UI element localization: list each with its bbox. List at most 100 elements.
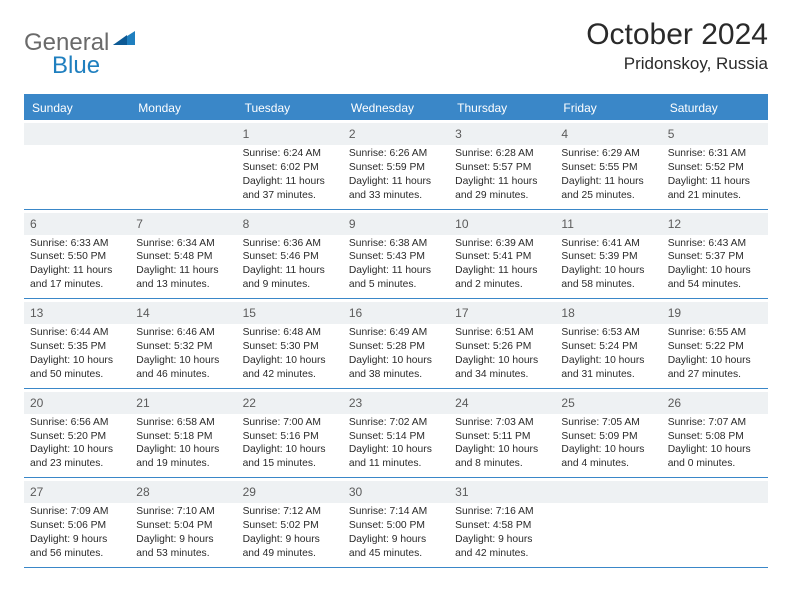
day-cell: 15 Sunrise: 6:48 AMSunset: 5:30 PMDayligh… xyxy=(237,299,343,388)
sunset-text: Sunset: 5:37 PM xyxy=(668,250,762,264)
daylight-text: Daylight: 10 hours and 31 minutes. xyxy=(561,354,655,382)
sunset-text: Sunset: 5:24 PM xyxy=(561,340,655,354)
day-details: Sunrise: 6:56 AMSunset: 5:20 PMDaylight:… xyxy=(30,416,124,472)
day-cell: 23Sunrise: 7:02 AMSunset: 5:14 PMDayligh… xyxy=(343,389,449,478)
day-number-row: 27 xyxy=(24,481,130,503)
week-row: ..1Sunrise: 6:24 AMSunset: 6:02 PMDaylig… xyxy=(24,120,768,210)
day-number: 29 xyxy=(243,485,256,499)
day-details: Sunrise: 6:33 AMSunset: 5:50 PMDaylight:… xyxy=(30,237,124,293)
dow-cell: Tuesday xyxy=(237,96,343,120)
day-details: Sunrise: 6:43 AMSunset: 5:37 PMDaylight:… xyxy=(668,237,762,293)
daylight-text: Daylight: 10 hours and 54 minutes. xyxy=(668,264,762,292)
daylight-text: Daylight: 11 hours and 5 minutes. xyxy=(349,264,443,292)
day-number: 8 xyxy=(243,217,250,231)
week-row: 13Sunrise: 6:44 AMSunset: 5:35 PMDayligh… xyxy=(24,299,768,389)
sunset-text: Sunset: 4:58 PM xyxy=(455,519,549,533)
day-details: Sunrise: 7:02 AMSunset: 5:14 PMDaylight:… xyxy=(349,416,443,472)
sunrise-text: Sunrise: 6:43 AM xyxy=(668,237,762,251)
day-number-row: 18 xyxy=(555,302,661,324)
day-number-row: 28 xyxy=(130,481,236,503)
sunrise-text: Sunrise: 7:14 AM xyxy=(349,505,443,519)
sunset-text: Sunset: 5:02 PM xyxy=(243,519,337,533)
sunrise-text: Sunrise: 6:33 AM xyxy=(30,237,124,251)
daylight-text: Daylight: 10 hours and 15 minutes. xyxy=(243,443,337,471)
day-cell: . xyxy=(662,478,768,567)
daylight-text: Daylight: 11 hours and 2 minutes. xyxy=(455,264,549,292)
day-details: Sunrise: 7:07 AMSunset: 5:08 PMDaylight:… xyxy=(668,416,762,472)
day-details: Sunrise: 6:39 AMSunset: 5:41 PMDaylight:… xyxy=(455,237,549,293)
daylight-text: Daylight: 10 hours and 50 minutes. xyxy=(30,354,124,382)
month-title: October 2024 xyxy=(586,18,768,52)
day-details: Sunrise: 6:44 AMSunset: 5:35 PMDaylight:… xyxy=(30,326,124,382)
day-cell: 4Sunrise: 6:29 AMSunset: 5:55 PMDaylight… xyxy=(555,120,661,209)
day-cell: 16Sunrise: 6:49 AMSunset: 5:28 PMDayligh… xyxy=(343,299,449,388)
sunrise-text: Sunrise: 7:02 AM xyxy=(349,416,443,430)
logo-triangle-icon xyxy=(113,24,135,52)
daylight-text: Daylight: 11 hours and 13 minutes. xyxy=(136,264,230,292)
sunset-text: Sunset: 6:02 PM xyxy=(243,161,337,175)
sunrise-text: Sunrise: 6:56 AM xyxy=(30,416,124,430)
day-number-row: 25 xyxy=(555,392,661,414)
sunset-text: Sunset: 5:55 PM xyxy=(561,161,655,175)
sunset-text: Sunset: 5:20 PM xyxy=(30,430,124,444)
sunrise-text: Sunrise: 6:48 AM xyxy=(243,326,337,340)
sunrise-text: Sunrise: 7:07 AM xyxy=(668,416,762,430)
day-details: Sunrise: 6:28 AMSunset: 5:57 PMDaylight:… xyxy=(455,147,549,203)
day-number: 25 xyxy=(561,396,574,410)
day-cell: 29Sunrise: 7:12 AMSunset: 5:02 PMDayligh… xyxy=(237,478,343,567)
sunrise-text: Sunrise: 6:38 AM xyxy=(349,237,443,251)
day-details: Sunrise: 7:14 AMSunset: 5:00 PMDaylight:… xyxy=(349,505,443,561)
day-number-row: 13 xyxy=(24,302,130,324)
day-number-row: . xyxy=(662,481,768,503)
day-details: Sunrise: 7:16 AMSunset: 4:58 PMDaylight:… xyxy=(455,505,549,561)
day-number-row: 22 xyxy=(237,392,343,414)
daylight-text: Daylight: 10 hours and 11 minutes. xyxy=(349,443,443,471)
daylight-text: Daylight: 9 hours and 56 minutes. xyxy=(30,533,124,561)
sunrise-text: Sunrise: 7:12 AM xyxy=(243,505,337,519)
week-row: 6Sunrise: 6:33 AMSunset: 5:50 PMDaylight… xyxy=(24,210,768,300)
sunset-text: Sunset: 5:22 PM xyxy=(668,340,762,354)
day-number: 10 xyxy=(455,217,468,231)
sunrise-text: Sunrise: 6:51 AM xyxy=(455,326,549,340)
sunrise-text: Sunrise: 6:24 AM xyxy=(243,147,337,161)
daylight-text: Daylight: 10 hours and 46 minutes. xyxy=(136,354,230,382)
day-number: 7 xyxy=(136,217,143,231)
day-number-row: 2 xyxy=(343,123,449,145)
sunrise-text: Sunrise: 6:39 AM xyxy=(455,237,549,251)
day-details: Sunrise: 6:31 AMSunset: 5:52 PMDaylight:… xyxy=(668,147,762,203)
day-number-row: 23 xyxy=(343,392,449,414)
day-cell: 10 Sunrise: 6:39 AMSunset: 5:41 PMDayligh… xyxy=(449,210,555,299)
week-row: 27Sunrise: 7:09 AMSunset: 5:06 PMDayligh… xyxy=(24,478,768,568)
day-details: Sunrise: 6:24 AMSunset: 6:02 PMDaylight:… xyxy=(243,147,337,203)
day-number: 15 xyxy=(243,306,256,320)
day-details: Sunrise: 6:49 AMSunset: 5:28 PMDaylight:… xyxy=(349,326,443,382)
day-number-row: 10 xyxy=(449,213,555,235)
sunset-text: Sunset: 5:57 PM xyxy=(455,161,549,175)
sunset-text: Sunset: 5:28 PM xyxy=(349,340,443,354)
day-cell: 14Sunrise: 6:46 AMSunset: 5:32 PMDayligh… xyxy=(130,299,236,388)
sunrise-text: Sunrise: 7:00 AM xyxy=(243,416,337,430)
daylight-text: Daylight: 10 hours and 27 minutes. xyxy=(668,354,762,382)
day-number-row: 14 xyxy=(130,302,236,324)
day-cell: 26Sunrise: 7:07 AMSunset: 5:08 PMDayligh… xyxy=(662,389,768,478)
logo-text-blue: Blue xyxy=(52,52,100,80)
day-details: Sunrise: 7:05 AMSunset: 5:09 PMDaylight:… xyxy=(561,416,655,472)
day-cell: 5Sunrise: 6:31 AMSunset: 5:52 PMDaylight… xyxy=(662,120,768,209)
sunrise-text: Sunrise: 6:34 AM xyxy=(136,237,230,251)
day-number-row: 4 xyxy=(555,123,661,145)
day-cell: 22Sunrise: 7:00 AMSunset: 5:16 PMDayligh… xyxy=(237,389,343,478)
day-number: 19 xyxy=(668,306,681,320)
daylight-text: Daylight: 10 hours and 19 minutes. xyxy=(136,443,230,471)
sunrise-text: Sunrise: 7:10 AM xyxy=(136,505,230,519)
day-cell: 21Sunrise: 6:58 AMSunset: 5:18 PMDayligh… xyxy=(130,389,236,478)
day-cell: 2Sunrise: 6:26 AMSunset: 5:59 PMDaylight… xyxy=(343,120,449,209)
sunrise-text: Sunrise: 6:58 AM xyxy=(136,416,230,430)
day-details: Sunrise: 6:48 AMSunset: 5:30 PMDaylight:… xyxy=(243,326,337,382)
daylight-text: Daylight: 10 hours and 23 minutes. xyxy=(30,443,124,471)
daylight-text: Daylight: 11 hours and 21 minutes. xyxy=(668,175,762,203)
day-cell: 9Sunrise: 6:38 AMSunset: 5:43 PMDaylight… xyxy=(343,210,449,299)
sunrise-text: Sunrise: 6:36 AM xyxy=(243,237,337,251)
day-number-row: 5 xyxy=(662,123,768,145)
day-details: Sunrise: 6:36 AMSunset: 5:46 PMDaylight:… xyxy=(243,237,337,293)
day-number: 22 xyxy=(243,396,256,410)
